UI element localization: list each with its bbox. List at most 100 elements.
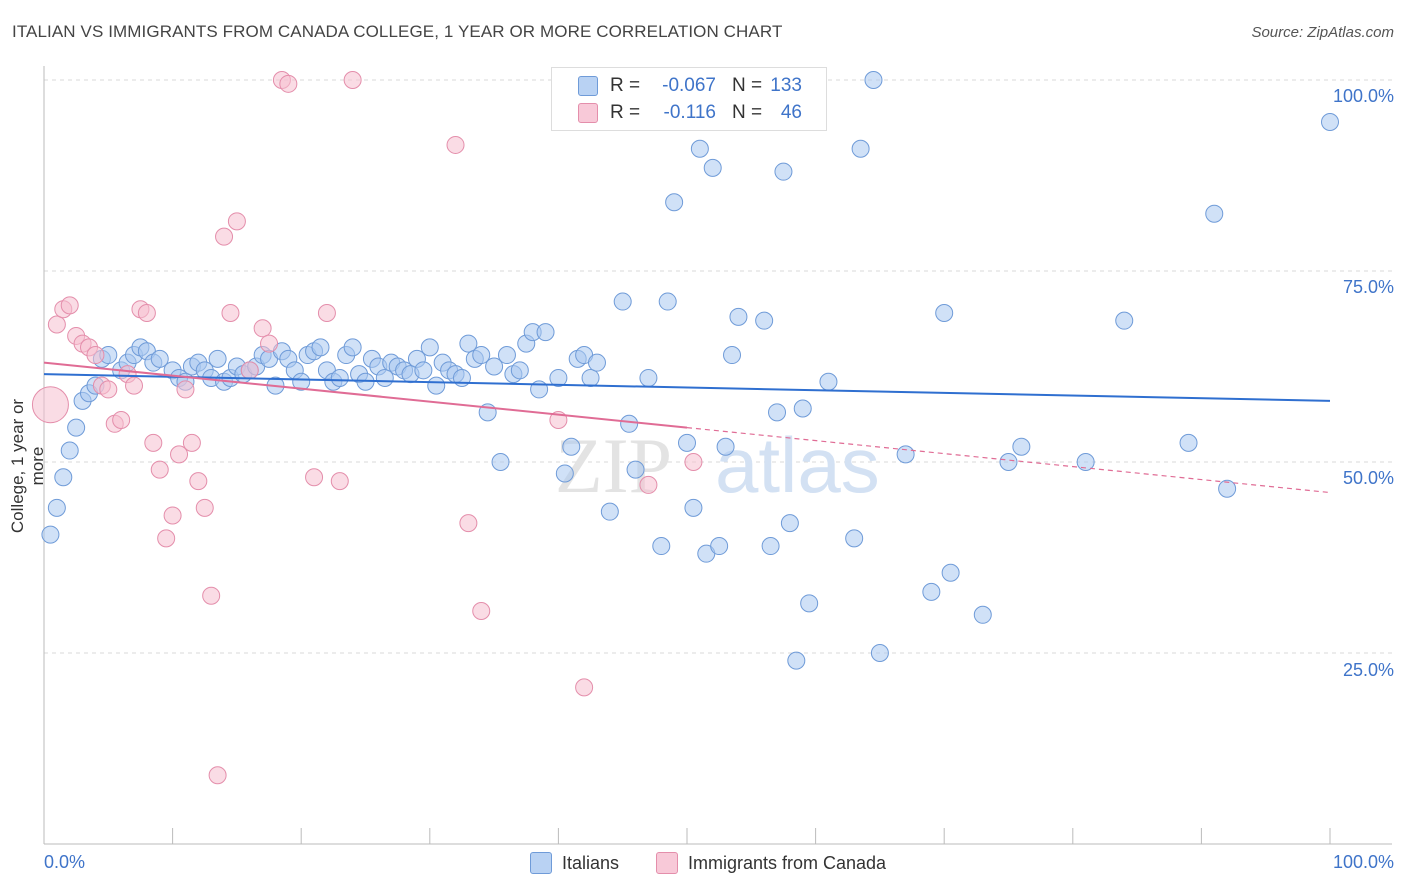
n-value: 133: [770, 75, 802, 96]
data-point-canada: [208, 766, 227, 785]
data-point-italians: [1321, 113, 1339, 132]
stats-legend: R = -0.067 N = 133 R = -0.116 N = 46: [551, 67, 827, 131]
data-point-italians: [587, 353, 606, 372]
data-point-canada: [575, 678, 594, 697]
n-label: N =: [732, 102, 763, 123]
series-italians: [41, 71, 1339, 670]
data-point-italians: [67, 418, 86, 437]
data-point-italians: [420, 338, 439, 357]
data-point-canada: [215, 227, 234, 246]
data-point-italians: [999, 453, 1018, 471]
y-tick-label: 100.0%: [1332, 86, 1394, 106]
y-tick-label: 50.0%: [1342, 468, 1394, 488]
data-point-canada: [305, 468, 324, 487]
data-point-italians: [427, 376, 446, 395]
data-point-italians: [485, 357, 504, 376]
r-value: -0.067: [662, 75, 716, 96]
source-credit: Source: ZipAtlas.com: [1251, 24, 1394, 41]
n-value: 46: [780, 102, 802, 123]
n-label: N =: [732, 75, 763, 96]
data-point-italians: [600, 502, 619, 521]
axes: [43, 66, 1392, 845]
data-point-canada: [144, 433, 163, 452]
watermark-atlas: atlas: [715, 421, 880, 509]
data-point-italians: [780, 514, 799, 533]
data-point-italians: [710, 537, 729, 556]
data-point-italians: [819, 372, 838, 391]
data-point-italians: [330, 368, 349, 387]
data-point-canada: [195, 498, 214, 517]
trend-line-italians: [43, 373, 1331, 402]
data-point-italians: [787, 651, 806, 670]
data-point-italians: [41, 525, 60, 544]
data-point-italians: [510, 361, 529, 380]
stats-row-italians: R = -0.067 N = 133: [552, 73, 826, 99]
data-point-italians: [665, 193, 684, 212]
trend-line-canada: [43, 361, 688, 429]
data-point-canada: [86, 346, 105, 365]
legend-item-canada[interactable]: Immigrants from Canada: [656, 852, 886, 874]
data-point-italians: [690, 139, 709, 158]
data-point-canada: [446, 135, 465, 154]
legend-swatch-pink: [578, 103, 598, 123]
data-point-canada: [459, 514, 478, 533]
data-point-italians: [208, 349, 227, 368]
data-point-italians: [639, 368, 658, 387]
data-point-canada: [343, 71, 362, 89]
data-point-italians: [497, 346, 516, 365]
data-point-canada: [163, 506, 182, 525]
data-point-canada: [60, 296, 79, 315]
data-point-italians: [845, 529, 864, 548]
data-point-italians: [1179, 433, 1198, 452]
data-point-canada: [150, 460, 169, 479]
r-label: R =: [610, 75, 646, 96]
chart-title: ITALIAN VS IMMIGRANTS FROM CANADA COLLEG…: [12, 22, 783, 41]
data-point-italians: [716, 437, 735, 456]
data-point-italians: [1218, 479, 1237, 498]
data-point-italians: [60, 441, 79, 460]
data-point-canada: [639, 475, 658, 494]
data-point-canada: [202, 586, 221, 605]
r-value: -0.116: [663, 102, 716, 123]
watermark: ZIP atlas: [555, 421, 880, 509]
data-point-canada: [684, 453, 703, 471]
data-point-italians: [755, 311, 774, 330]
data-point-italians: [150, 349, 169, 368]
data-point-italians: [658, 292, 677, 311]
data-point-italians: [793, 399, 812, 418]
data-point-italians: [581, 368, 600, 387]
data-point-italians: [1115, 311, 1134, 330]
y-axis-label: College, 1 year or more: [8, 398, 47, 534]
data-point-italians: [870, 644, 889, 662]
data-point-italians: [536, 323, 555, 342]
y-tick-label: 25.0%: [1342, 660, 1394, 680]
y-tick-label: 75.0%: [1342, 277, 1394, 297]
data-point-italians: [864, 71, 883, 89]
stats-row-canada: R = -0.116 N = 46: [552, 100, 826, 126]
legend-item-italians[interactable]: Italians: [530, 852, 619, 874]
x-tick-label-left: 0.0%: [44, 852, 86, 872]
legend-swatch-pink: [656, 852, 678, 874]
data-point-italians: [613, 292, 632, 311]
data-point-italians: [47, 498, 66, 517]
data-point-italians: [703, 158, 722, 177]
data-point-italians: [620, 414, 639, 433]
data-point-italians: [491, 453, 510, 471]
data-point-canada: [317, 304, 336, 323]
data-point-canada: [112, 410, 131, 429]
legend-swatch-blue: [578, 76, 598, 96]
data-point-canada: [125, 376, 144, 395]
data-point-canada: [253, 319, 272, 338]
data-point-italians: [626, 460, 645, 479]
data-point-italians: [973, 605, 992, 624]
watermark-zip: ZIP: [555, 422, 672, 509]
data-point-canada: [221, 304, 240, 323]
data-point-italians: [678, 433, 696, 452]
data-point-italians: [414, 361, 433, 380]
data-point-italians: [800, 594, 819, 613]
data-point-italians: [292, 372, 311, 391]
data-point-italians: [459, 334, 478, 353]
data-point-canada: [279, 74, 298, 93]
data-point-canada: [47, 315, 66, 334]
data-point-canada: [189, 472, 208, 491]
